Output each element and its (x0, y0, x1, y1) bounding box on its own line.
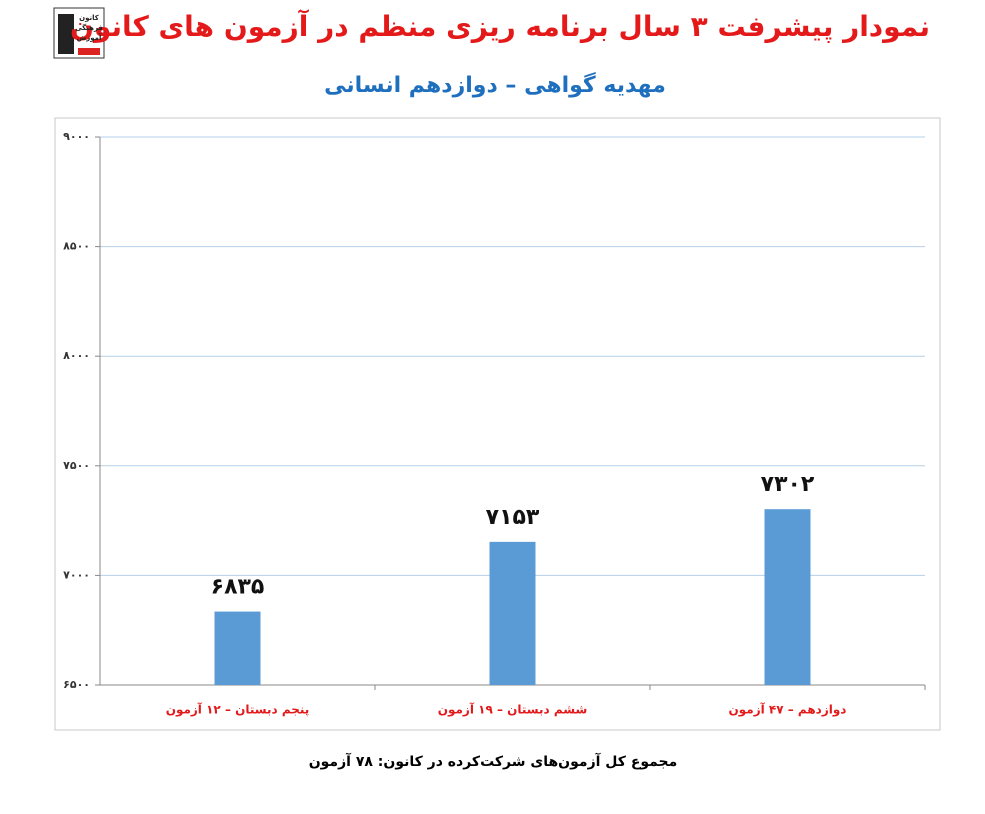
value-label: ۶۸۳۵ (211, 575, 265, 600)
x-tick-label: ششم دبستان – ۱۹ آزمون (438, 702, 588, 718)
value-label: ۷۱۵۳ (486, 505, 540, 530)
y-tick-label: ۹۰۰۰ (63, 130, 90, 143)
logo-figure (58, 14, 74, 54)
bar (764, 509, 811, 685)
logo-text: آموزش (77, 33, 102, 42)
y-tick-label: ۷۵۰۰ (63, 459, 90, 472)
logo-text: فرهنگی (75, 23, 103, 32)
bar (214, 611, 261, 685)
y-tick-label: ۸۵۰۰ (63, 240, 90, 253)
plot-frame (54, 117, 941, 731)
value-label: ۷۳۰۲ (761, 472, 815, 497)
y-tick-label: ۷۰۰۰ (63, 568, 90, 581)
y-tick-label: ۸۰۰۰ (63, 349, 90, 362)
x-tick-label: دوازدهم – ۴۷ آزمون (729, 702, 847, 718)
logo-text: کانون (79, 14, 100, 22)
bar (489, 541, 536, 685)
logo (53, 7, 105, 59)
logo-band (78, 48, 100, 55)
y-tick-label: ۶۵۰۰ (63, 678, 90, 691)
footer: مجموع کل آزمون‌های شرکت‌کرده در کانون: ۷… (309, 752, 678, 770)
chart-subtitle: مهدیه گواهی – دوازدهم انسانی (324, 71, 666, 98)
chart-title: نمودار پیشرفت ۳ سال برنامه ریزی منظم در … (70, 9, 930, 43)
x-tick-label: پنجم دبستان – ۱۲ آزمون (166, 702, 310, 718)
